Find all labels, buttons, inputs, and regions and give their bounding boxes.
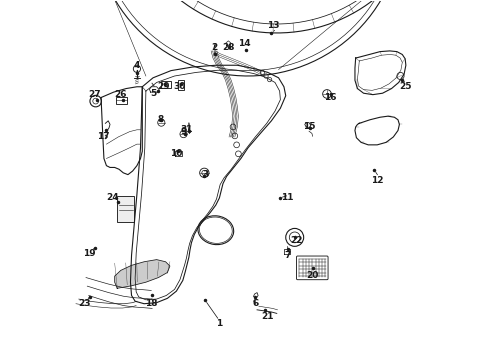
Text: 7: 7: [284, 251, 290, 260]
Text: 26: 26: [114, 90, 127, 99]
Text: 12: 12: [370, 176, 383, 185]
Text: 6: 6: [252, 299, 258, 308]
Text: 22: 22: [290, 237, 302, 246]
Bar: [116, 97, 126, 104]
Polygon shape: [115, 260, 169, 288]
Text: 24: 24: [106, 193, 119, 202]
FancyBboxPatch shape: [296, 256, 327, 280]
Text: 25: 25: [399, 82, 411, 91]
Text: 9: 9: [180, 127, 186, 136]
Bar: [161, 81, 171, 88]
Text: 10: 10: [170, 149, 182, 158]
Text: 30: 30: [173, 82, 186, 91]
Text: 19: 19: [83, 249, 96, 258]
Text: 5: 5: [150, 89, 156, 98]
Text: 23: 23: [79, 299, 91, 308]
Text: 1: 1: [216, 319, 222, 328]
Text: 15: 15: [302, 122, 315, 131]
Text: 18: 18: [145, 299, 157, 308]
Text: 14: 14: [238, 39, 250, 48]
Text: 31: 31: [181, 125, 193, 134]
Text: 17: 17: [96, 132, 109, 141]
Text: 28: 28: [222, 43, 234, 52]
Text: 13: 13: [266, 21, 279, 30]
Text: 16: 16: [324, 93, 336, 102]
Bar: [178, 80, 183, 90]
Text: 21: 21: [261, 312, 273, 321]
Text: 20: 20: [306, 270, 318, 279]
Text: 3: 3: [202, 170, 208, 179]
Text: 4: 4: [133, 61, 140, 70]
Text: 2: 2: [210, 43, 217, 52]
Text: 29: 29: [157, 82, 170, 91]
Text: 11: 11: [281, 193, 293, 202]
Text: 27: 27: [88, 90, 101, 99]
Bar: [117, 197, 134, 222]
Text: 8: 8: [157, 114, 163, 123]
